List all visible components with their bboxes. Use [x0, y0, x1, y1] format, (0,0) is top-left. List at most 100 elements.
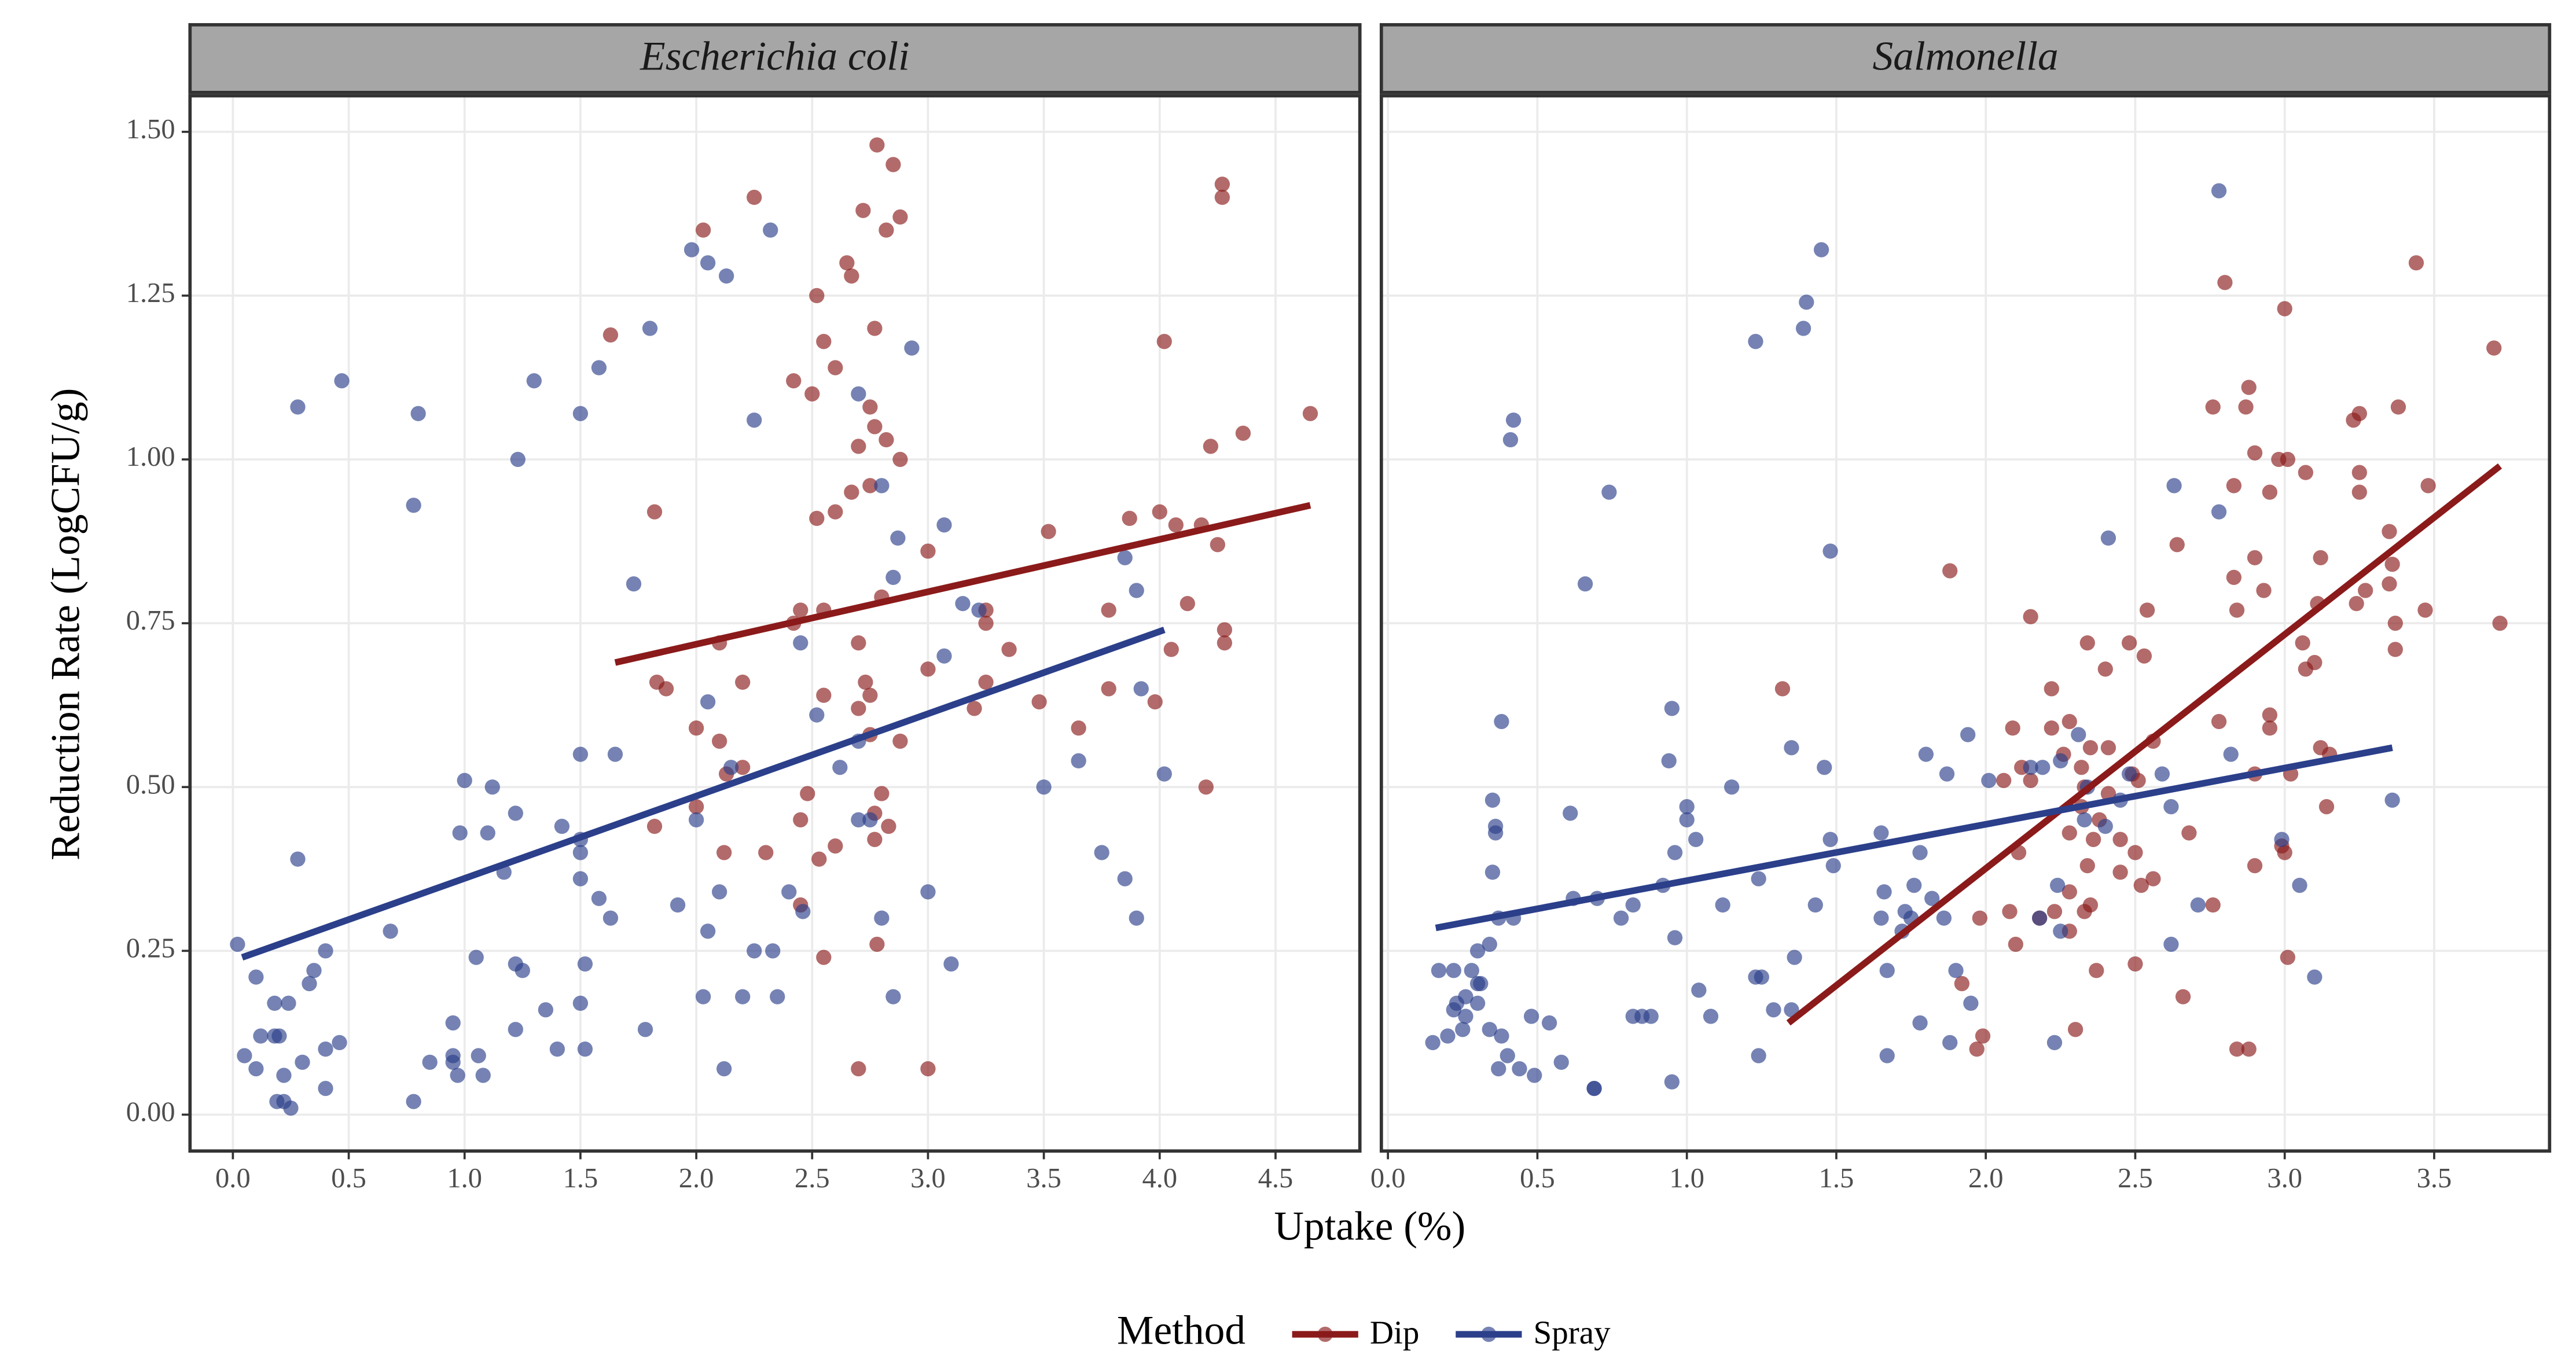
- data-point: [978, 674, 994, 690]
- data-point: [515, 963, 530, 978]
- data-point: [1071, 720, 1086, 736]
- data-point: [2295, 635, 2310, 651]
- data-point: [1133, 681, 1149, 697]
- data-point: [936, 517, 952, 533]
- data-point: [1667, 930, 1683, 945]
- data-point: [716, 845, 732, 860]
- data-point: [851, 386, 866, 402]
- data-point: [862, 478, 878, 494]
- data-point: [1936, 910, 1952, 926]
- data-point: [793, 602, 809, 618]
- data-point: [695, 989, 711, 1004]
- data-point: [844, 484, 859, 500]
- data-point: [1912, 845, 1928, 860]
- data-point: [2277, 845, 2292, 860]
- data-point: [1440, 1028, 1456, 1044]
- data-point: [781, 884, 797, 900]
- data-point: [2226, 569, 2242, 585]
- data-point: [1302, 406, 1318, 421]
- data-point: [867, 419, 883, 435]
- data-point: [1458, 1009, 1473, 1024]
- data-point: [809, 510, 825, 527]
- data-point: [858, 674, 873, 690]
- data-point: [1484, 792, 1501, 808]
- data-point: [811, 851, 827, 867]
- data-point: [758, 845, 774, 860]
- x-tick-label: 0.0: [1370, 1163, 1406, 1194]
- data-point: [839, 255, 855, 271]
- data-point: [688, 799, 704, 815]
- data-point: [1879, 1048, 1895, 1063]
- data-point: [1748, 334, 1763, 349]
- data-point: [2077, 812, 2092, 827]
- data-point: [1948, 963, 1964, 978]
- data-point: [1491, 1061, 1506, 1077]
- x-tick-label: 1.0: [1669, 1163, 1704, 1194]
- data-point: [2262, 707, 2278, 723]
- data-point: [572, 845, 589, 860]
- data-point: [1527, 1068, 1542, 1083]
- data-point: [1541, 1015, 1557, 1031]
- legend-key-point: [1481, 1326, 1497, 1342]
- data-point: [2358, 583, 2373, 598]
- x-tick-label: 3.0: [2267, 1163, 2302, 1194]
- x-axis-title: Uptake (%): [1274, 1204, 1465, 1249]
- data-point: [1972, 910, 1987, 926]
- data-point: [683, 242, 700, 257]
- data-point: [2211, 183, 2227, 198]
- x-tick-label: 4.0: [1142, 1163, 1177, 1194]
- data-point: [1553, 1054, 1569, 1070]
- data-point: [2280, 950, 2295, 965]
- x-tick-label: 1.5: [1819, 1163, 1854, 1194]
- data-point: [2211, 504, 2227, 520]
- data-point: [1766, 1002, 1781, 1018]
- data-point: [2382, 576, 2397, 592]
- data-point: [881, 819, 896, 834]
- data-point: [1601, 484, 1617, 500]
- data-point: [867, 321, 883, 336]
- data-point: [452, 825, 468, 841]
- data-point: [943, 956, 959, 972]
- data-point: [2023, 772, 2038, 789]
- data-point: [318, 943, 333, 959]
- data-point: [1715, 897, 1730, 913]
- data-point: [828, 504, 843, 520]
- data-point: [2005, 720, 2020, 736]
- data-point: [874, 786, 890, 801]
- strip-title: Salmonella: [1872, 34, 2058, 79]
- data-point: [1482, 1022, 1497, 1037]
- data-point: [1906, 877, 1922, 893]
- data-point: [290, 399, 306, 415]
- data-point: [468, 950, 484, 965]
- data-point: [1494, 713, 1509, 730]
- data-point: [2079, 635, 2095, 651]
- data-point: [2008, 936, 2023, 952]
- data-point: [2121, 635, 2137, 651]
- data-point: [1787, 950, 1802, 965]
- data-point: [508, 805, 523, 821]
- data-point: [2262, 720, 2278, 736]
- data-point: [1484, 864, 1501, 880]
- data-point: [978, 615, 994, 631]
- data-point: [1198, 779, 1214, 795]
- data-point: [2205, 897, 2221, 913]
- data-point: [862, 812, 878, 827]
- data-point: [2050, 877, 2066, 893]
- data-point: [1954, 976, 1969, 992]
- data-point: [2292, 877, 2307, 893]
- data-point: [879, 222, 894, 238]
- data-point: [2074, 760, 2089, 775]
- data-point: [637, 1022, 653, 1037]
- data-point: [855, 203, 871, 218]
- data-point: [1094, 845, 1109, 860]
- panel-border: [188, 94, 1362, 1153]
- panel-border: [1379, 94, 2552, 1153]
- data-point: [572, 995, 589, 1011]
- data-point: [2002, 904, 2018, 919]
- data-point: [892, 209, 908, 225]
- data-point: [688, 720, 704, 736]
- data-point: [828, 838, 843, 854]
- trend-line: [1786, 463, 2502, 1026]
- data-point: [1664, 701, 1680, 716]
- data-point: [2100, 740, 2116, 756]
